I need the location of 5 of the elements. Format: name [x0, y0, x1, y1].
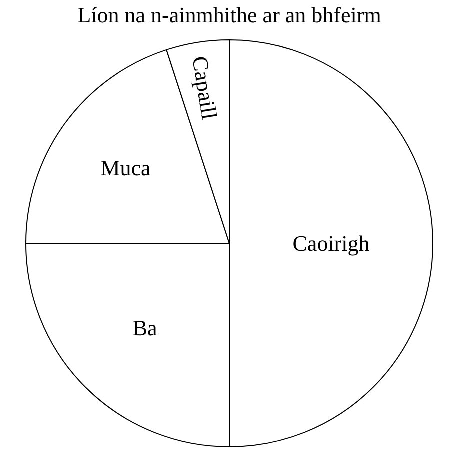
slice-label: Ba	[132, 315, 158, 340]
chart-title: Líon na n-ainmhithe ar an bhfeirm	[78, 2, 382, 28]
slice-label: Muca	[100, 156, 151, 181]
slice-label: Capaill	[188, 54, 222, 122]
slice-label: Caoirigh	[292, 231, 370, 256]
